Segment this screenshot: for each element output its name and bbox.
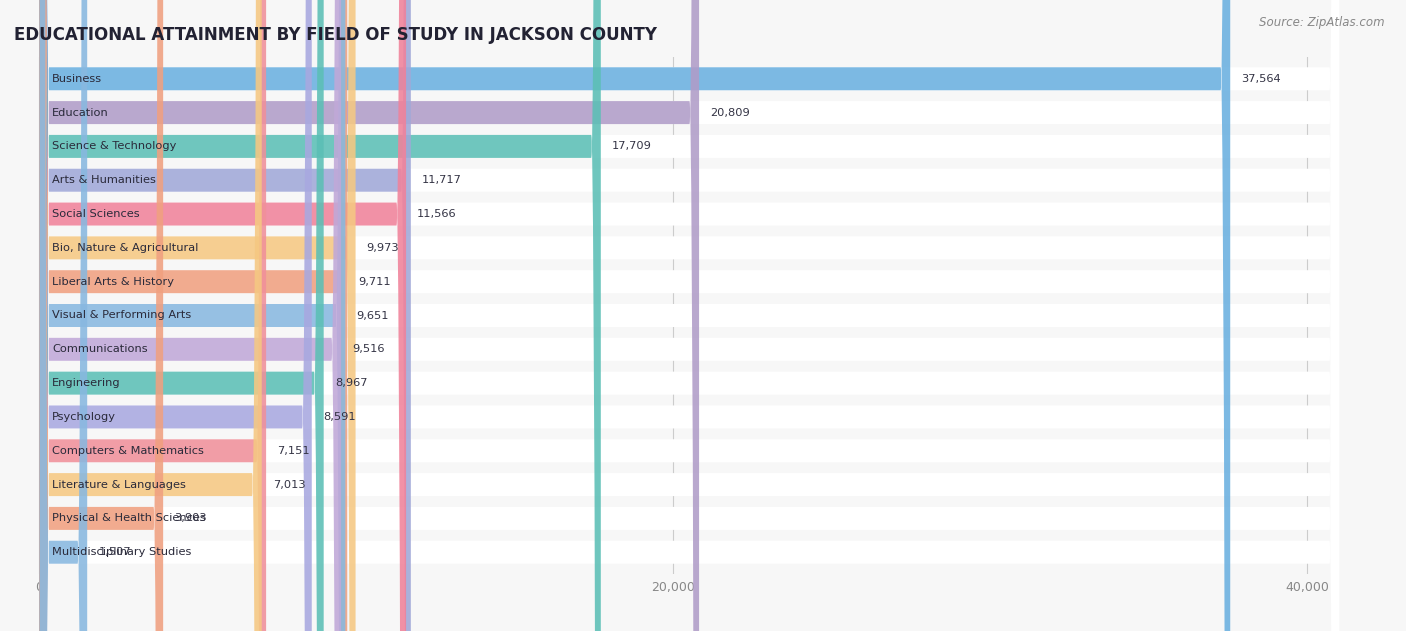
Text: Science & Technology: Science & Technology [52,141,177,151]
Text: Physical & Health Sciences: Physical & Health Sciences [52,514,205,523]
FancyBboxPatch shape [39,0,406,631]
Text: 17,709: 17,709 [612,141,652,151]
FancyBboxPatch shape [39,0,1339,631]
FancyBboxPatch shape [39,0,1339,631]
Text: Communications: Communications [52,345,148,355]
FancyBboxPatch shape [39,0,1339,631]
FancyBboxPatch shape [39,0,347,631]
FancyBboxPatch shape [39,0,356,631]
FancyBboxPatch shape [39,0,1339,631]
Text: Social Sciences: Social Sciences [52,209,139,219]
Text: Business: Business [52,74,103,84]
FancyBboxPatch shape [39,0,346,631]
FancyBboxPatch shape [39,0,1339,631]
Text: Arts & Humanities: Arts & Humanities [52,175,156,186]
Text: 9,516: 9,516 [352,345,385,355]
FancyBboxPatch shape [39,0,342,631]
Text: 3,903: 3,903 [174,514,207,523]
FancyBboxPatch shape [39,0,87,631]
FancyBboxPatch shape [39,0,1339,631]
Text: Visual & Performing Arts: Visual & Performing Arts [52,310,191,321]
Text: Computers & Mathematics: Computers & Mathematics [52,445,204,456]
FancyBboxPatch shape [39,0,163,631]
Text: 9,651: 9,651 [357,310,389,321]
Text: Psychology: Psychology [52,412,117,422]
Text: Source: ZipAtlas.com: Source: ZipAtlas.com [1260,16,1385,29]
Text: 7,013: 7,013 [273,480,305,490]
Text: 11,566: 11,566 [418,209,457,219]
Text: 7,151: 7,151 [277,445,309,456]
FancyBboxPatch shape [39,0,1339,631]
Text: 9,973: 9,973 [367,243,399,253]
FancyBboxPatch shape [39,0,600,631]
FancyBboxPatch shape [39,0,1339,631]
Text: Liberal Arts & History: Liberal Arts & History [52,276,174,286]
Text: EDUCATIONAL ATTAINMENT BY FIELD OF STUDY IN JACKSON COUNTY: EDUCATIONAL ATTAINMENT BY FIELD OF STUDY… [14,26,657,44]
Text: 1,507: 1,507 [98,547,131,557]
FancyBboxPatch shape [39,0,266,631]
FancyBboxPatch shape [39,0,1230,631]
Text: 8,591: 8,591 [323,412,356,422]
FancyBboxPatch shape [39,0,262,631]
Text: 37,564: 37,564 [1241,74,1281,84]
Text: Literature & Languages: Literature & Languages [52,480,186,490]
Text: Multidisciplinary Studies: Multidisciplinary Studies [52,547,191,557]
Text: Engineering: Engineering [52,378,121,388]
FancyBboxPatch shape [39,0,699,631]
Text: 11,717: 11,717 [422,175,461,186]
FancyBboxPatch shape [39,0,1339,631]
FancyBboxPatch shape [39,0,1339,631]
FancyBboxPatch shape [39,0,1339,631]
FancyBboxPatch shape [39,0,323,631]
Text: 8,967: 8,967 [335,378,367,388]
FancyBboxPatch shape [39,0,411,631]
FancyBboxPatch shape [39,0,312,631]
Text: 9,711: 9,711 [359,276,391,286]
FancyBboxPatch shape [39,0,1339,631]
FancyBboxPatch shape [39,0,1339,631]
FancyBboxPatch shape [39,0,1339,631]
Text: Bio, Nature & Agricultural: Bio, Nature & Agricultural [52,243,198,253]
Text: 20,809: 20,809 [710,108,749,117]
Text: Education: Education [52,108,108,117]
FancyBboxPatch shape [39,0,1339,631]
